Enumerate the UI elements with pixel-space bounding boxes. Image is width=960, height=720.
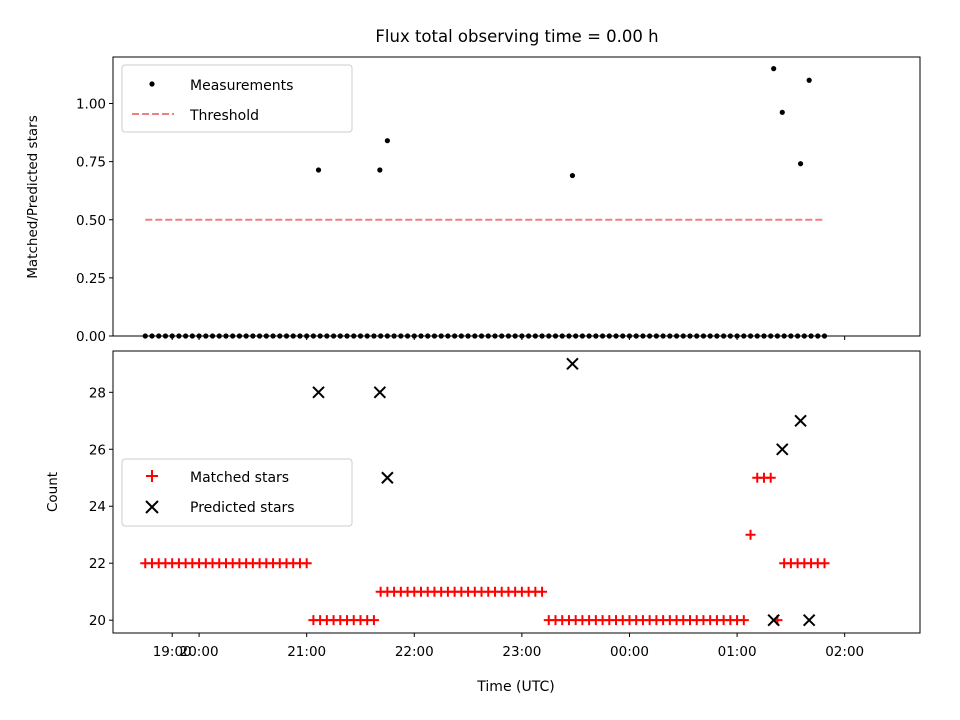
measurement-point — [569, 172, 576, 179]
y-tick-label: 22 — [89, 556, 106, 572]
top-panel: Flux total observing time = 0.00 h 0.000… — [25, 27, 921, 345]
matched-star-marker — [745, 529, 756, 540]
predicted-star-marker — [373, 386, 387, 399]
matched-star-marker — [819, 558, 830, 569]
predicted-star-marker — [794, 414, 807, 427]
bottom-axes-frame — [112, 350, 921, 634]
predicted-star-marker — [802, 613, 816, 627]
top-x-ticks — [171, 336, 846, 340]
predicted-star-marker — [776, 443, 789, 456]
legend-threshold-label: Threshold — [189, 108, 259, 124]
x-tick-label: 21:00 — [287, 644, 326, 660]
legend-predicted-label: Predicted stars — [190, 500, 295, 516]
matched-star-marker — [738, 615, 749, 626]
x-tick-label: 02:00 — [825, 644, 864, 660]
predicted-star-marker — [767, 613, 780, 627]
y-tick-label: 24 — [89, 499, 106, 515]
y-tick-label: 28 — [89, 385, 106, 401]
matched-star-marker — [368, 615, 379, 626]
predicted-star-marker — [381, 471, 394, 484]
measurement-point — [779, 109, 785, 115]
measurement-point — [315, 167, 322, 173]
measurement-point — [377, 167, 383, 173]
y-tick-label: 1.00 — [76, 97, 106, 113]
top-y-ticks: 0.00 0.25 0.50 0.75 1.00 — [76, 97, 113, 345]
bottom-y-ticks: 20 22 24 26 28 — [89, 385, 113, 629]
x-tick-label: 20:00 — [180, 644, 219, 660]
matched-star-marker — [765, 472, 776, 483]
top-legend-frame — [121, 64, 353, 133]
legend-matched-marker — [146, 470, 158, 482]
bottom-legend-frame — [121, 458, 353, 527]
bottom-legend: Matched stars Predicted stars — [121, 458, 353, 527]
matched-star-marker — [301, 558, 312, 569]
x-tick-label: 19:00 — [153, 644, 192, 660]
x-tick-label: 01:00 — [718, 644, 757, 660]
x-tick-label: 22:00 — [395, 644, 434, 660]
y-tick-label: 0.50 — [76, 213, 106, 229]
predicted-star-marker — [312, 386, 325, 399]
measurement-point — [797, 161, 804, 167]
y-tick-label: 26 — [89, 442, 106, 458]
y-tick-label: 20 — [89, 613, 106, 629]
bottom-plot-marks — [140, 357, 830, 627]
legend-measurements-label: Measurements — [190, 78, 293, 94]
bottom-y-axis-label: Count — [45, 472, 61, 512]
measurement-point — [806, 77, 812, 83]
measurement-point — [771, 66, 777, 72]
measurement-point — [384, 138, 390, 144]
top-axes-frame — [112, 56, 921, 337]
x-axis-label: Time (UTC) — [476, 679, 554, 695]
legend-measurements-marker — [149, 81, 155, 87]
top-chart-title: Flux total observing time = 0.00 h — [375, 27, 658, 46]
x-tick-label: 23:00 — [502, 644, 541, 660]
legend-matched-label: Matched stars — [190, 470, 289, 486]
x-tick-label: 00:00 — [610, 644, 649, 660]
top-legend: Measurements Threshold — [121, 64, 353, 133]
matched-star-marker — [537, 586, 548, 597]
legend-predicted-marker — [145, 500, 159, 514]
y-tick-label: 0.00 — [76, 329, 106, 345]
predicted-star-marker — [566, 357, 579, 371]
y-tick-label: 0.75 — [76, 155, 106, 171]
y-tick-label: 0.25 — [76, 271, 106, 287]
top-y-axis-label: Matched/Predicted stars — [25, 115, 41, 278]
